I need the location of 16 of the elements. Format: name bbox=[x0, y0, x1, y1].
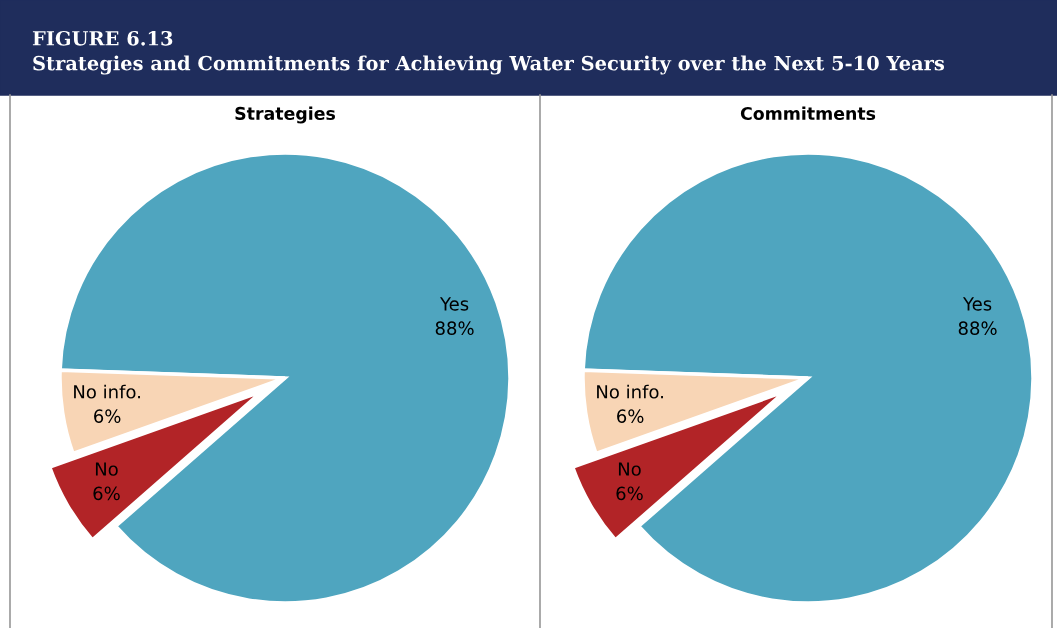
data-label: 6% bbox=[616, 486, 643, 501]
slice-label: No bbox=[618, 462, 641, 476]
slice-label: No info. bbox=[597, 384, 663, 399]
data-label: 6% bbox=[93, 486, 120, 501]
data-label: 88% bbox=[958, 321, 997, 336]
caption: FIGURE 6.13 bbox=[32, 30, 173, 46]
chart-title: Strategies bbox=[235, 106, 335, 124]
slice-label: Yes bbox=[962, 297, 992, 311]
slice-label: No bbox=[95, 462, 118, 476]
data-label: 88% bbox=[435, 321, 474, 336]
text: Strategies and Commitments for Achieving Water Security over the Next 5-10 Years bbox=[33, 55, 945, 75]
data-label: 6% bbox=[617, 409, 644, 423]
chart-title: Commitments bbox=[740, 106, 876, 121]
slice-label: Yes bbox=[439, 297, 469, 311]
slice-label: No info. bbox=[74, 384, 140, 399]
data-label: 6% bbox=[94, 409, 121, 423]
